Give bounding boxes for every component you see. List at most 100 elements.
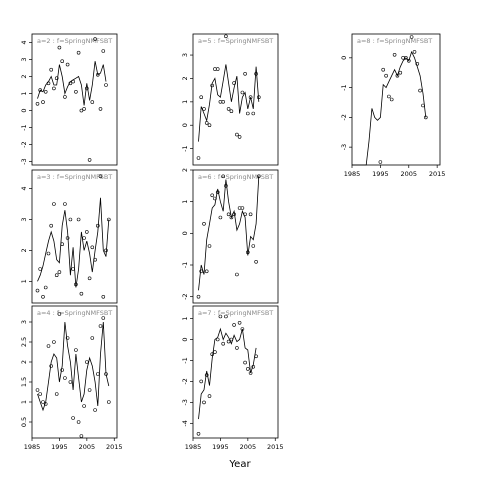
data-point [210, 193, 214, 198]
panel-frame [192, 305, 279, 439]
y-tick-label: -2 [20, 141, 28, 147]
data-point [221, 100, 225, 104]
panel: a=2 : f=SpringNMFSBT -3 -2 -1 0 1 2 3 4 [20, 33, 118, 166]
data-point [229, 109, 234, 113]
y-tick-label: 1 [181, 317, 189, 321]
panel-frame [31, 169, 118, 304]
fitted-line [37, 321, 110, 412]
data-point [232, 323, 236, 327]
data-point [74, 90, 78, 94]
y-tick-label: 3 [181, 53, 189, 57]
data-point [90, 245, 95, 250]
data-point [85, 230, 89, 234]
panel-title: a=7 : f=SpringNMFSBT [198, 309, 273, 317]
y-tick-label: 2 [181, 76, 189, 80]
data-point [104, 83, 108, 87]
data-point [101, 49, 106, 53]
y-tick-label: 3 [20, 320, 28, 324]
data-point [218, 314, 223, 319]
y-tick-label: 0 [20, 108, 28, 112]
panel: a=7 : f=SpringNMFSBT -4 -3 -2 -1 0 1 1985 1995 20… [181, 305, 284, 451]
data-point [38, 88, 43, 92]
x-tick-label: 2005 [79, 443, 96, 451]
data-point [90, 100, 95, 104]
data-point [68, 380, 73, 384]
data-point [43, 90, 48, 94]
y-tick-label: -4 [181, 420, 189, 426]
data-point [409, 35, 414, 39]
y-tick-label: 2.5 [20, 337, 28, 347]
data-point [96, 372, 100, 376]
panel-frame [192, 33, 279, 166]
data-point [79, 291, 84, 296]
data-point [101, 316, 106, 320]
data-point [76, 217, 81, 222]
data-point [240, 206, 245, 210]
data-point [85, 86, 89, 91]
panel: a=3 : f=SpringNMFSBT 1 2 3 4 [20, 169, 118, 304]
data-point [196, 294, 201, 299]
y-tick-label: -1 [181, 145, 189, 151]
data-point [49, 223, 54, 228]
data-point [199, 95, 203, 99]
data-point [76, 50, 81, 55]
fitted-line [37, 197, 110, 288]
data-point [224, 34, 228, 39]
y-tick-label: -3 [340, 144, 348, 150]
data-point [204, 269, 209, 274]
data-point [79, 108, 84, 113]
panel-title: a=2 : f=SpringNMFSBT [37, 37, 112, 45]
y-tick-label: -3 [20, 158, 28, 164]
x-tick-label: 1995 [212, 443, 229, 451]
y-tick-label: 1.5 [20, 377, 28, 387]
data-point [224, 184, 228, 188]
y-tick-label: 4 [20, 186, 28, 190]
data-point [87, 388, 92, 392]
panel-title: a=5 : f=SpringNMFSBT [198, 37, 273, 45]
data-point [60, 59, 65, 64]
data-point [60, 368, 65, 372]
data-point [41, 100, 45, 104]
data-point [82, 404, 86, 408]
panel-frame [31, 33, 118, 166]
data-point [418, 88, 422, 93]
data-point [221, 341, 225, 346]
data-point [207, 394, 212, 398]
data-point [207, 244, 212, 248]
data-point [52, 202, 56, 206]
data-point [65, 336, 70, 340]
data-point [74, 348, 78, 352]
data-point [63, 95, 67, 99]
y-tick-label: -1 [20, 124, 28, 130]
x-tick-label: 2015 [267, 443, 284, 451]
data-point [57, 270, 62, 274]
data-point [87, 158, 92, 162]
data-point [54, 76, 59, 80]
x-tick-label: 2015 [106, 443, 123, 451]
y-tick-label: 1 [181, 100, 189, 104]
data-point [65, 62, 70, 67]
data-point [406, 58, 411, 63]
y-tick-label: -2 [340, 114, 348, 120]
data-point [76, 420, 81, 424]
panel-title: a=4 : f=SpringNMFSBT [37, 309, 112, 317]
y-tick-label: 1 [181, 200, 189, 204]
x-tick-label: 1995 [51, 443, 68, 451]
data-point [82, 107, 86, 111]
data-point [215, 67, 220, 71]
y-tick-label: 1 [20, 91, 28, 95]
y-tick-label: 0 [181, 337, 189, 341]
panel: a=5 : f=SpringNMFSBT -1 0 1 2 3 [181, 33, 279, 166]
data-point [384, 73, 388, 78]
data-point [248, 212, 253, 217]
data-point [96, 223, 100, 228]
panel-frame [351, 33, 441, 166]
y-tick-label: -1 [181, 357, 189, 363]
data-point [93, 37, 97, 41]
data-point [246, 367, 250, 371]
y-tick-label: 0 [181, 231, 189, 235]
y-tick-label: -1 [181, 262, 189, 268]
fitted-line [198, 176, 260, 291]
